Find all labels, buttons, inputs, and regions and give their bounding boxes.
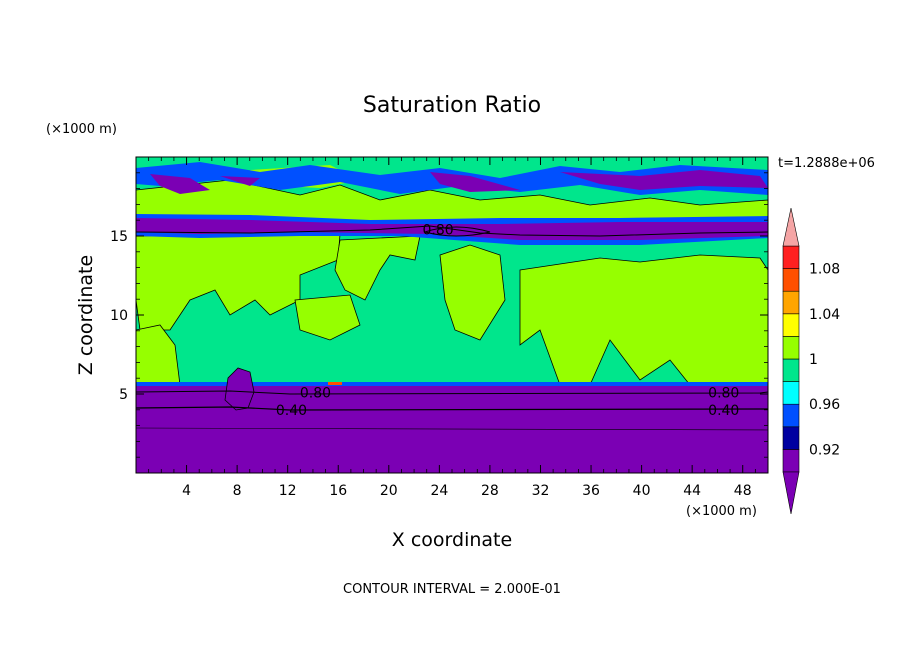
chart-title: Saturation Ratio: [363, 93, 541, 118]
y-tick-label: 10: [110, 308, 128, 324]
y-unit-label: (×1000 m): [46, 122, 117, 137]
y-tick-label: 15: [110, 229, 128, 245]
contour-label: 0.80: [423, 223, 454, 239]
contour-020-lower: [136, 427, 768, 431]
colorbar-tick-label: 0.92: [809, 442, 840, 458]
contour-label: 0.40: [708, 403, 739, 419]
colorbar-under-triangle: [782, 471, 800, 515]
x-tick-label: 48: [734, 483, 752, 499]
colorbar-swatch: [782, 381, 800, 405]
colorbar-swatch: [782, 268, 800, 292]
x-axis-title: X coordinate: [392, 529, 512, 551]
colorbar-over-triangle: [782, 207, 800, 247]
x-tick-label: 44: [683, 483, 701, 499]
footer-text: CONTOUR INTERVAL = 2.000E-01: [343, 582, 561, 597]
contour-label: 0.40: [276, 403, 307, 419]
colorbar-swatch: [782, 426, 800, 450]
colorbar-swatch: [782, 290, 800, 315]
contour-080-lower: [136, 390, 768, 395]
colorbar-tick-label: 1.04: [809, 307, 840, 323]
field-lime-left-low: [136, 324, 181, 386]
x-tick-label: 24: [430, 483, 448, 499]
field-lime-right: [519, 254, 768, 386]
colorbar-swatch: [782, 336, 800, 360]
time-label: t=1.2888e+06: [778, 156, 875, 171]
field-upper-lime: [136, 179, 768, 223]
y-axis-title: Z coordinate: [75, 255, 97, 375]
x-ticks: 4 8 12 16 20 24 28 32 36 40 44 48: [148, 157, 756, 499]
colorbar-swatch: [782, 449, 800, 473]
field-small-orange: [328, 382, 342, 385]
y-ticks: 5 10 15: [110, 172, 768, 458]
field-lime-center-low: [294, 294, 361, 341]
colorbar-tick-label: 1: [809, 352, 818, 368]
x-unit-label: (×1000 m): [686, 504, 757, 519]
x-tick-label: 28: [481, 483, 499, 499]
field-lime-24: [439, 244, 506, 341]
contour-labels: 0.80 0.80 0.40 0.80 0.40: [276, 223, 739, 419]
x-tick-label: 16: [329, 483, 347, 499]
contour-label: 0.80: [708, 385, 739, 401]
contour-080-upper-lens: [423, 226, 491, 237]
field-plume: [224, 367, 255, 411]
x-tick-label: 8: [233, 483, 242, 499]
x-tick-label: 4: [182, 483, 191, 499]
x-tick-label: 12: [279, 483, 297, 499]
colorbar-tick-label: 0.96: [809, 397, 840, 413]
x-tick-label: 40: [633, 483, 651, 499]
contour-080-upper: [136, 225, 768, 237]
colorbar-swatch: [782, 358, 800, 382]
y-tick-label: 5: [119, 387, 128, 403]
contour-label: 0.80: [300, 385, 331, 401]
colorbar-tick-label: 1.08: [809, 262, 840, 278]
field-lime-center: [334, 235, 421, 301]
colorbar: 0.92 0.96 1 1.04 1.08: [782, 207, 840, 515]
contour-040-lower: [136, 406, 768, 411]
field-layers: [136, 157, 768, 473]
x-tick-label: 20: [380, 483, 398, 499]
x-tick-label: 36: [582, 483, 600, 499]
field-top-purple: [150, 170, 768, 194]
colorbar-swatch: [782, 245, 800, 269]
x-tick-label: 32: [532, 483, 550, 499]
field-lower-dry-main: [136, 386, 768, 473]
colorbar-swatch: [782, 403, 800, 428]
contour-lines: [136, 225, 768, 431]
colorbar-swatch: [782, 313, 800, 337]
